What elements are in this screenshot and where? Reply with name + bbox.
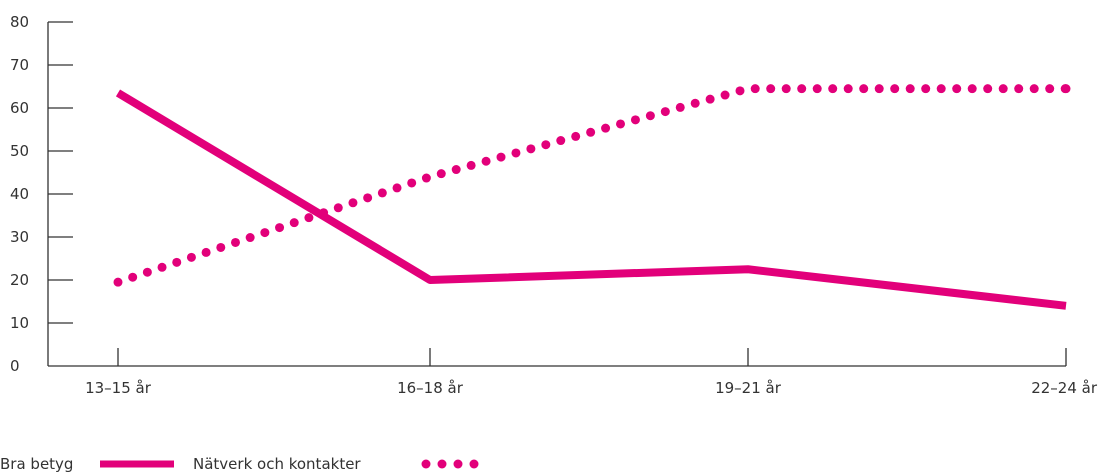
series-dot bbox=[859, 84, 869, 94]
series-dot bbox=[289, 218, 299, 228]
series-dot bbox=[275, 223, 285, 233]
series-dot bbox=[421, 173, 431, 183]
x-tick-label: 22–24 år bbox=[1031, 379, 1098, 397]
series-dot bbox=[586, 127, 596, 137]
series-dot bbox=[481, 156, 491, 166]
series-dot bbox=[766, 84, 776, 94]
series-dot bbox=[466, 160, 476, 170]
series-dot bbox=[128, 272, 138, 282]
series-dot bbox=[333, 203, 343, 213]
series-dot bbox=[348, 198, 358, 208]
series-dot bbox=[952, 84, 962, 94]
series-dot bbox=[392, 183, 402, 193]
series-dot bbox=[705, 94, 715, 104]
series-natverk-och-kontakter bbox=[113, 84, 1071, 287]
series-dot bbox=[675, 102, 685, 112]
series-dot bbox=[436, 169, 446, 179]
series-dot bbox=[230, 237, 240, 247]
series-dot bbox=[601, 123, 611, 133]
legend: Bra betyg Nätverk och kontakter bbox=[0, 455, 479, 473]
series-dot bbox=[216, 242, 226, 252]
series-dot bbox=[526, 144, 536, 154]
series-dot bbox=[157, 262, 167, 272]
series-dot bbox=[304, 213, 314, 223]
series-dot bbox=[690, 98, 700, 108]
series-dot bbox=[660, 107, 670, 117]
series-dot bbox=[1045, 84, 1055, 94]
series-dot bbox=[186, 252, 196, 262]
legend-swatch-dot bbox=[453, 459, 463, 469]
series-dot bbox=[319, 208, 329, 218]
x-tick-label: 13–15 år bbox=[85, 379, 152, 397]
x-tick-label: 19–21 år bbox=[715, 379, 782, 397]
series-dot bbox=[720, 90, 730, 100]
series-dot bbox=[571, 131, 581, 141]
series-dot bbox=[812, 84, 822, 94]
x-axis: 13–15 år 16–18 år 19–21 år 22–24 år bbox=[48, 348, 1098, 397]
series-dot bbox=[630, 115, 640, 125]
y-tick-label: 50 bbox=[10, 142, 29, 160]
y-tick-label: 40 bbox=[10, 185, 29, 203]
series-dot bbox=[201, 247, 211, 257]
series-dot bbox=[967, 84, 977, 94]
series-dot bbox=[797, 84, 807, 94]
series-dot bbox=[172, 257, 182, 267]
series-dot bbox=[890, 84, 900, 94]
y-tick-label: 0 bbox=[10, 357, 20, 375]
series-dot bbox=[828, 84, 838, 94]
y-tick-label: 60 bbox=[10, 99, 29, 117]
series-dot bbox=[1014, 84, 1024, 94]
x-tick-label: 16–18 år bbox=[397, 379, 464, 397]
series-dot bbox=[1029, 84, 1039, 94]
series-dot bbox=[511, 148, 521, 158]
series-dot bbox=[905, 84, 915, 94]
series-dot bbox=[750, 84, 760, 94]
series-bra-betyg bbox=[115, 89, 1067, 310]
series-dot bbox=[363, 193, 373, 203]
series-dot bbox=[377, 188, 387, 198]
series-line bbox=[115, 89, 1067, 310]
legend-swatch-dot bbox=[437, 459, 447, 469]
series-dot bbox=[451, 165, 461, 175]
series-dot bbox=[556, 136, 566, 146]
legend-swatch-dot bbox=[469, 459, 479, 469]
series-dot bbox=[496, 152, 506, 162]
legend-swatch-dot bbox=[421, 459, 431, 469]
y-axis: 0 10 20 30 40 50 60 70 80 bbox=[10, 13, 73, 375]
y-tick-label: 10 bbox=[10, 314, 29, 332]
y-tick-label: 30 bbox=[10, 228, 29, 246]
series-lines bbox=[113, 84, 1071, 310]
series-dot bbox=[407, 178, 417, 188]
series-dot bbox=[142, 267, 152, 277]
series-dot bbox=[113, 277, 123, 287]
series-dot bbox=[998, 84, 1008, 94]
series-dot bbox=[541, 140, 551, 150]
series-dot bbox=[616, 119, 626, 129]
series-dot bbox=[781, 84, 791, 94]
series-dot bbox=[735, 86, 745, 96]
legend-label-natverk-och-kontakter: Nätverk och kontakter bbox=[193, 455, 361, 473]
legend-label-bra-betyg: Bra betyg bbox=[0, 455, 73, 473]
series-dot bbox=[983, 84, 993, 94]
y-tick-label: 70 bbox=[10, 56, 29, 74]
series-dot bbox=[921, 84, 931, 94]
series-dot bbox=[843, 84, 853, 94]
y-tick-label: 20 bbox=[10, 271, 29, 289]
series-dot bbox=[936, 84, 946, 94]
series-dot bbox=[260, 228, 270, 238]
y-tick-label: 80 bbox=[10, 13, 29, 31]
series-dot bbox=[645, 111, 655, 121]
series-dot bbox=[1061, 84, 1071, 94]
series-dot bbox=[874, 84, 884, 94]
series-dot bbox=[245, 233, 255, 243]
